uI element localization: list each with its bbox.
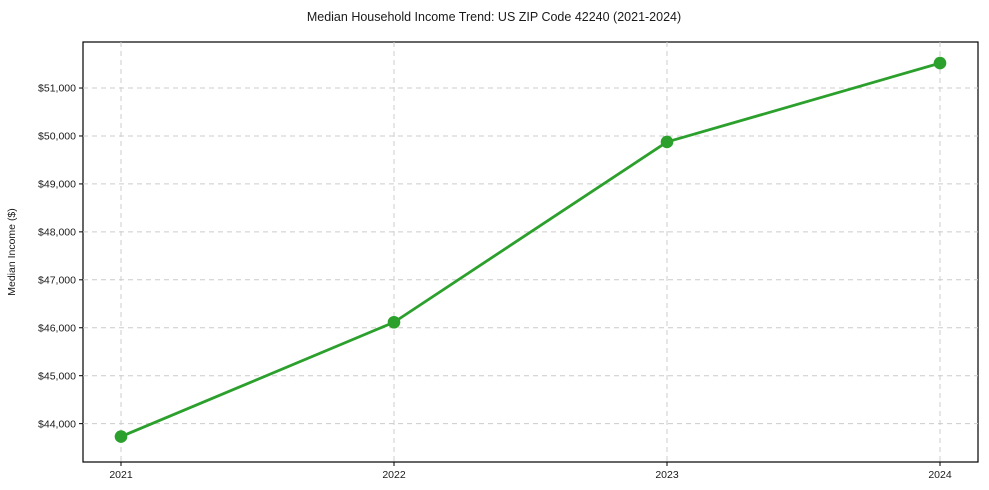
y-tick-label: $45,000 xyxy=(38,370,76,382)
y-tick-label: $51,000 xyxy=(38,83,76,95)
y-tick-label: $49,000 xyxy=(38,179,76,191)
gridlines xyxy=(83,42,978,462)
trend-series xyxy=(114,56,947,443)
y-tick-label: $46,000 xyxy=(38,322,76,334)
data-point-2024 xyxy=(933,56,947,70)
y-axis-label: Median Income ($) xyxy=(6,208,18,296)
plot-area xyxy=(82,41,979,463)
data-point-2022 xyxy=(387,315,401,329)
axis-ticks xyxy=(79,87,941,466)
y-tick-label: $50,000 xyxy=(38,131,76,143)
data-point-2023 xyxy=(660,135,674,149)
x-tick-label: 2021 xyxy=(109,469,133,481)
x-tick-label: 2022 xyxy=(382,469,406,481)
data-point-2021 xyxy=(114,430,128,443)
axis-tick-labels: $44,000 $45,000 $46,000 $47,000 $48,000 $49,0… xyxy=(38,83,952,481)
x-tick-label: 2023 xyxy=(655,469,679,481)
y-tick-label: $44,000 xyxy=(38,418,76,430)
chart-title: Median Household Income Trend: US ZIP Co… xyxy=(307,10,681,24)
trend-line xyxy=(119,61,942,438)
x-tick-label: 2024 xyxy=(928,469,952,481)
y-tick-label: $48,000 xyxy=(38,227,76,239)
y-tick-label: $47,000 xyxy=(38,275,76,287)
